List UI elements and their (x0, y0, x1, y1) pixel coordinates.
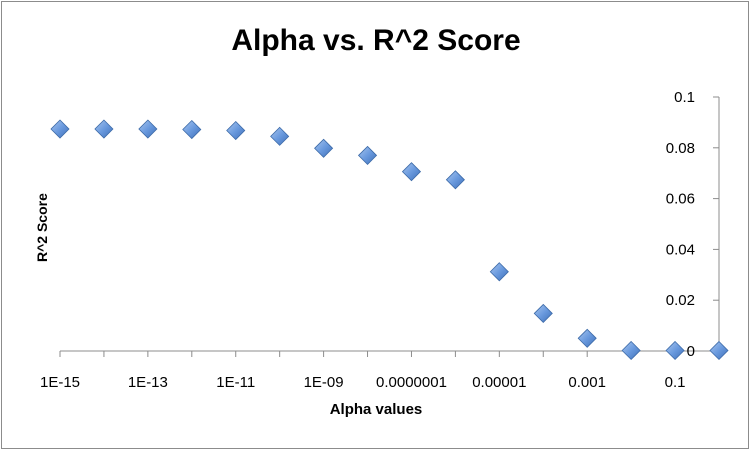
y-tick-label: 0.08 (666, 140, 695, 157)
y-tick-label: 0.04 (666, 241, 695, 258)
data-point (709, 340, 729, 361)
y-tick-label: 0.02 (666, 292, 695, 309)
x-tick-label: 0.1 (665, 374, 686, 391)
data-point (182, 119, 202, 140)
data-point (357, 145, 378, 165)
data-point (94, 119, 114, 139)
data-point (533, 303, 553, 323)
data-point (577, 328, 597, 348)
data-point (401, 162, 422, 182)
data-point (138, 119, 158, 139)
x-tick-label: 1E-09 (304, 374, 344, 391)
x-tick-label: 0.00001 (472, 374, 526, 391)
y-tick-label: 0.06 (666, 191, 695, 208)
y-tick-label: 0 (687, 343, 695, 360)
chart-title: Alpha vs. R^2 Score (231, 24, 521, 57)
x-tick-label: 0.0000001 (376, 374, 447, 391)
data-point (314, 138, 334, 158)
data-point (665, 340, 685, 361)
data-point (226, 120, 246, 141)
x-tick-label: 1E-13 (128, 374, 168, 391)
x-tick-label: 1E-15 (40, 374, 80, 391)
data-point (50, 119, 70, 139)
x-tick-label: 0.001 (568, 374, 606, 391)
data-point (621, 340, 641, 361)
y-tick-label: 0.1 (674, 89, 695, 106)
x-tick-label: 1E-11 (216, 374, 255, 391)
data-point (445, 170, 465, 190)
data-point (489, 262, 509, 282)
x-axis-label: Alpha values (329, 401, 423, 418)
data-point (270, 126, 290, 146)
